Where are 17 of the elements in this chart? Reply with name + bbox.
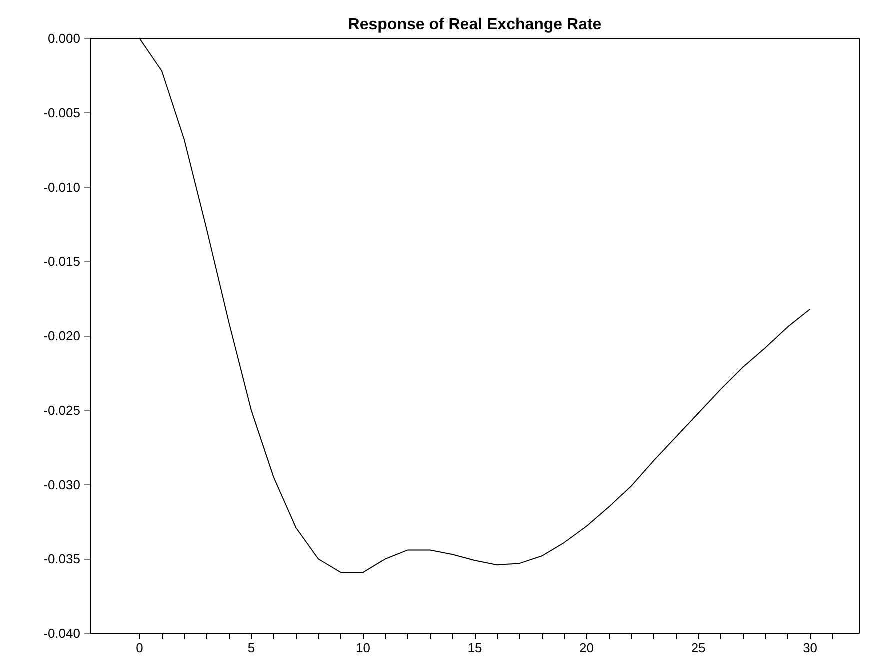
y-tick-label: 0.000: [48, 31, 81, 46]
y-tick-label: -0.025: [44, 402, 81, 418]
y-tick-label: -0.010: [44, 180, 81, 195]
y-tick-label: -0.005: [44, 105, 81, 120]
x-tick-label: 5: [248, 640, 256, 656]
y-tick-label: -0.020: [44, 328, 81, 344]
x-tick-label: 20: [580, 640, 594, 656]
chart-title: Response of Real Exchange Rate: [348, 16, 602, 34]
y-tick-label: -0.035: [44, 552, 81, 567]
y-tick-label: -0.030: [44, 477, 81, 492]
x-tick-label: 15: [468, 640, 482, 656]
x-tick-label: 30: [803, 640, 818, 656]
y-tick-label: -0.015: [44, 254, 81, 270]
x-tick-label: 10: [356, 640, 370, 656]
y-tick-label: -0.040: [44, 626, 81, 641]
x-tick-label: 25: [691, 640, 706, 656]
x-tick-label: 0: [136, 640, 144, 656]
